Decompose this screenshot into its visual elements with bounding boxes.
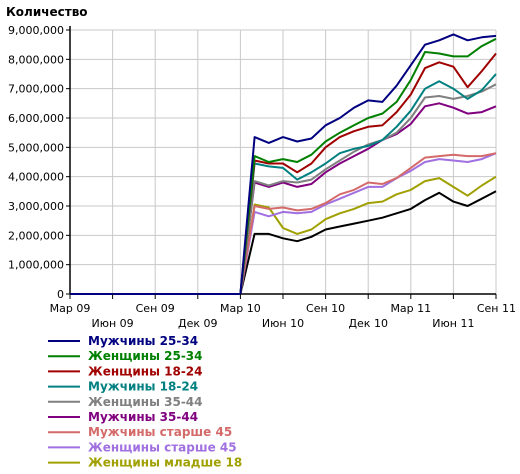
x-tick-label: Июн 11 [432, 317, 474, 330]
y-tick-label: 1,000,000 [8, 259, 64, 272]
y-tick-label: 6,000,000 [8, 112, 64, 125]
legend-entry-label: Женщины старше 45 [88, 440, 237, 454]
series-lines [70, 33, 497, 295]
x-tick-label: Мар 11 [390, 302, 431, 315]
x-tick-label: Июн 09 [92, 317, 134, 330]
legend-entry-label: Мужчины 25-34 [88, 334, 198, 348]
legend-entry-label: Женщины 18-24 [88, 364, 203, 378]
y-tick-label: 7,000,000 [8, 83, 64, 96]
legend-entry-label: Женщины младше 18 [88, 456, 242, 470]
y-axis-title: Количество [6, 5, 88, 19]
y-axis-ticks: 0 1,000,000 2,000,000 3,000,000 4,000,000 5,0… [8, 24, 70, 301]
x-tick-label: Сен 09 [136, 302, 175, 315]
series-line [70, 33, 497, 295]
legend-entry-label: Мужчины 35-44 [88, 410, 198, 424]
legend-entry-label: Женщины 35-44 [88, 395, 203, 409]
legend-entry-label: Мужчины 18-24 [88, 380, 198, 394]
x-tick-label: Сен 11 [477, 302, 516, 315]
x-axis-ticks: Мар 09 Сен 09 Мар 10 Сен 10 Мар 11 Сен 11Июн … [50, 294, 516, 330]
y-tick-label: 2,000,000 [8, 229, 64, 242]
y-tick-label: 5,000,000 [8, 141, 64, 154]
x-tick-label: Июн 10 [262, 317, 304, 330]
y-tick-label: 0 [57, 288, 64, 301]
grid-lines [69, 29, 497, 295]
y-tick-label: 9,000,000 [8, 24, 64, 37]
legend-entry-label: Женщины 25-34 [88, 349, 203, 363]
y-tick-label: 8,000,000 [8, 53, 64, 66]
x-tick-label: Дек 09 [178, 317, 218, 330]
y-tick-label: 3,000,000 [8, 200, 64, 213]
x-tick-label: Мар 09 [50, 302, 91, 315]
y-tick-label: 4,000,000 [8, 171, 64, 184]
legend-entry-label: Мужчины старше 45 [88, 425, 232, 439]
x-tick-label: Дек 10 [348, 317, 388, 330]
x-tick-label: Мар 10 [220, 302, 261, 315]
x-tick-label: Сен 10 [306, 302, 345, 315]
